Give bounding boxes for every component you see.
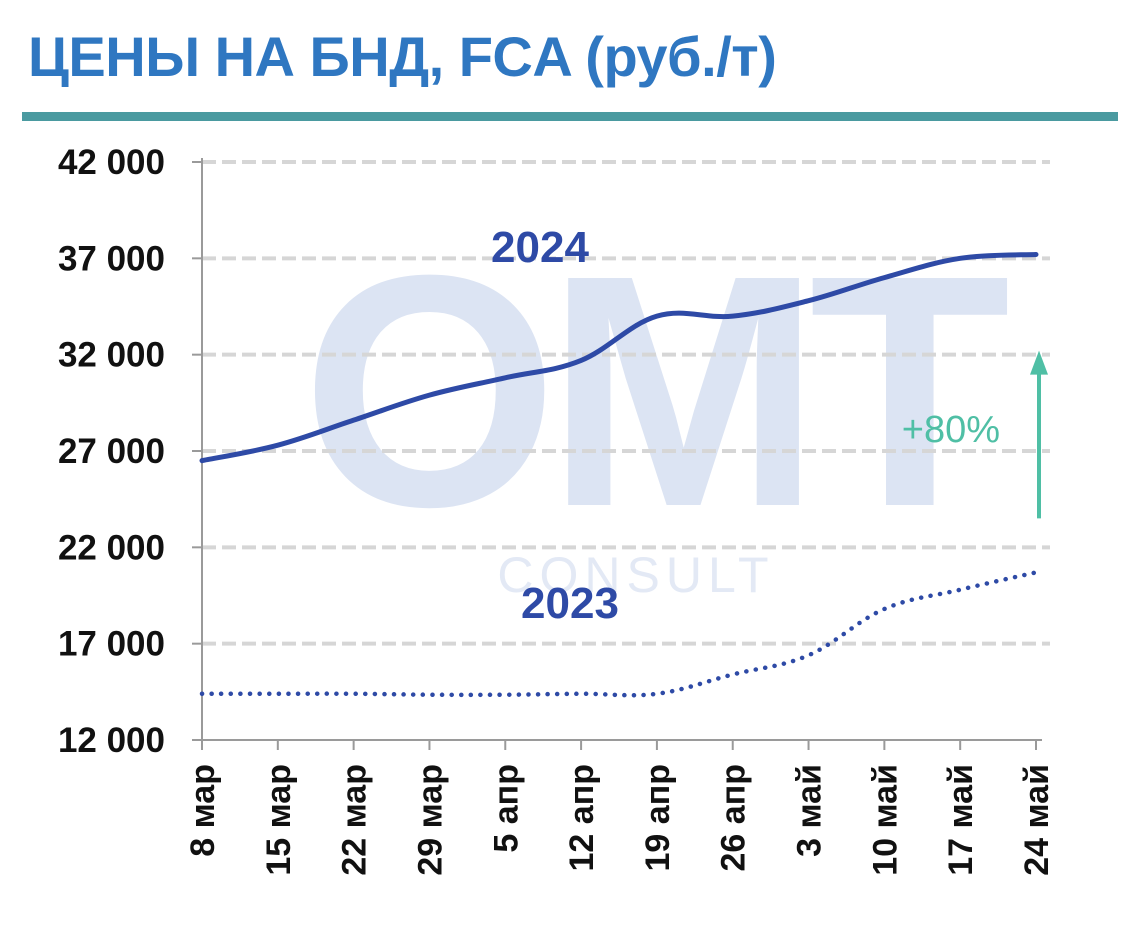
y-axis-ticks: 12 000 17 000 22 000 27 000 32 000 37 000 42 0… [58, 143, 202, 760]
x-tick-label: 17 май [942, 764, 980, 876]
x-tick-label: 15 мар [260, 764, 298, 876]
x-tick-label: 8 мар [184, 764, 222, 857]
annotation-arrow-head [1030, 350, 1048, 375]
growth-annotation: +80% [902, 350, 1048, 519]
watermark-text: CONSULT [497, 547, 774, 603]
watermark-logo: OMT [301, 206, 1010, 575]
y-tick-label: 32 000 [58, 336, 165, 375]
y-tick-label: 37 000 [58, 239, 165, 278]
x-tick-label: 19 апр [639, 764, 677, 871]
y-tick-label: 12 000 [58, 721, 165, 760]
grid-lines [202, 160, 1050, 646]
series-label-2024: 2024 [491, 223, 589, 272]
x-tick-label: 5 апр [487, 764, 525, 853]
x-tick-label: 10 май [866, 764, 904, 876]
x-axis-ticks: 8 мар 15 мар 22 мар 29 мар 5 апр 12 апр 19 апр… [184, 740, 1056, 876]
chart-title: ЦЕНЫ НА БНД, FCA (руб./т) [28, 25, 777, 88]
x-tick-label: 3 май [791, 764, 829, 857]
series-labels: 2024 2023 [491, 223, 619, 628]
y-tick-label: 22 000 [58, 528, 165, 567]
x-tick-label: 12 апр [563, 764, 601, 871]
x-tick-label: 29 мар [411, 764, 449, 876]
title-underline [22, 112, 1118, 121]
y-tick-label: 17 000 [58, 625, 165, 664]
x-tick-label: 24 май [1018, 764, 1056, 876]
series-line-2024 [199, 251, 1039, 464]
x-tick-label: 26 апр [715, 764, 753, 871]
annotation-label: +80% [902, 409, 1000, 451]
x-tick-label: 22 мар [336, 764, 374, 876]
y-tick-label: 42 000 [58, 143, 165, 182]
series-label-2023: 2023 [521, 579, 619, 628]
series-line-2023 [199, 570, 1039, 698]
y-tick-label: 27 000 [58, 432, 165, 471]
series-layer [199, 251, 1039, 698]
